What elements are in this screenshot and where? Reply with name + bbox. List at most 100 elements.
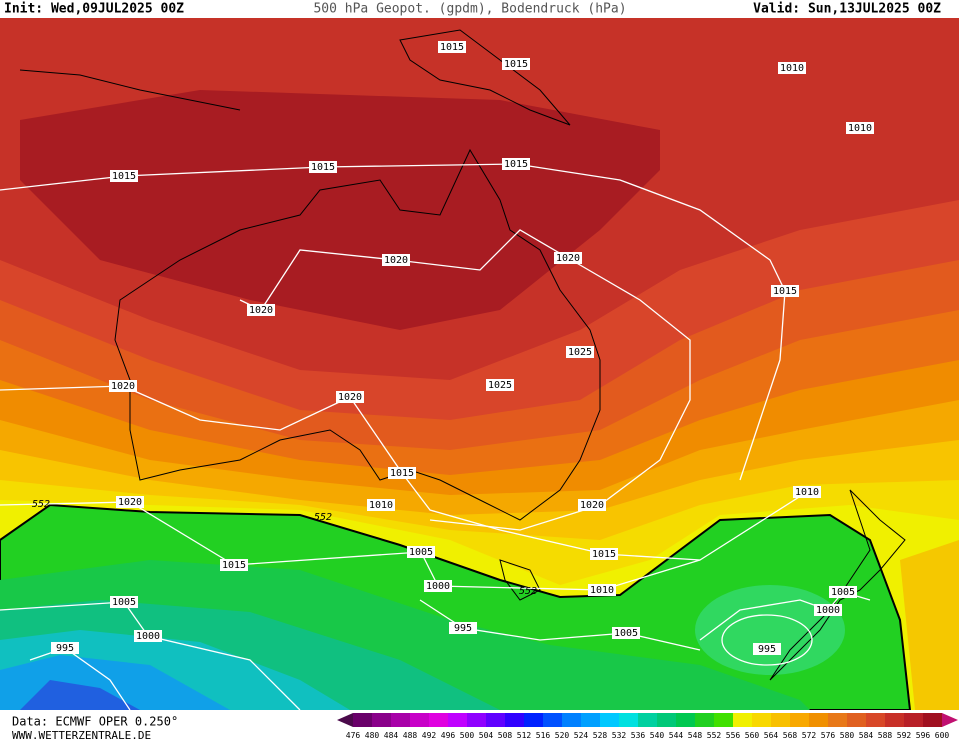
isobar-label-text: 1010 <box>590 585 614 596</box>
isobar-label-text: 1015 <box>390 468 414 479</box>
isobar-label: 1010 <box>367 499 395 511</box>
colorbar-tick-label: 592 <box>897 731 912 740</box>
isobar-label-box <box>578 499 606 511</box>
isobar-label-text: 1020 <box>338 392 362 403</box>
colorbar-tick-label: 600 <box>935 731 950 740</box>
isobar-label-text: 1015 <box>504 59 528 70</box>
isobar-label: 1020 <box>578 499 606 511</box>
isobar-label-box <box>110 596 138 608</box>
isobar-label-box <box>388 467 416 479</box>
colorbar-swatch <box>467 713 486 727</box>
colorbar-tick-label: 568 <box>783 731 798 740</box>
colorbar-swatch <box>847 713 866 727</box>
isobar-label-text: 1010 <box>780 63 804 74</box>
isobar-label-box <box>590 548 618 560</box>
isobar-label: 1020 <box>382 254 410 266</box>
isobar-label: 1010 <box>793 486 821 498</box>
colorbar-tick-label: 512 <box>517 731 532 740</box>
colorbar-tick-label: 580 <box>840 731 855 740</box>
isobar-label: 1015 <box>309 161 337 173</box>
valid-time: Valid: Sun,13JUL2025 00Z <box>753 2 941 17</box>
isobar-label-box <box>134 630 162 642</box>
colorbar-swatch <box>581 713 600 727</box>
isobar-label: 1015 <box>388 467 416 479</box>
isobar-label-text: 1010 <box>369 500 393 511</box>
colorbar-swatch <box>505 713 524 727</box>
colorbar-swatch <box>372 713 391 727</box>
colorbar-tick-label: 596 <box>916 731 931 740</box>
contour-label: 552 <box>32 499 50 510</box>
isobar-label-text: 1000 <box>426 581 450 592</box>
isobar-label-text: 1020 <box>111 381 135 392</box>
colorbar-arrow <box>337 713 353 727</box>
colorbar-swatch <box>638 713 657 727</box>
isobar-label-text: 1020 <box>118 497 142 508</box>
colorbar-swatch <box>790 713 809 727</box>
isobar-label-box <box>309 161 337 173</box>
colorbar-tick-label: 520 <box>555 731 570 740</box>
isobar-label: 1020 <box>116 496 144 508</box>
isobar-label-text: 1015 <box>440 42 464 53</box>
isobar-label-box <box>778 62 806 74</box>
colorbar-tick-label: 500 <box>460 731 475 740</box>
colorbar-tick-label: 572 <box>802 731 817 740</box>
colorbar-swatch <box>600 713 619 727</box>
colorbar-tick-label: 552 <box>707 731 722 740</box>
colorbar-tick-label: 588 <box>878 731 893 740</box>
isobar-label-box <box>220 559 248 571</box>
colorbar-swatch <box>353 713 372 727</box>
isobar-label-text: 1005 <box>112 597 136 608</box>
isobar-label-box <box>793 486 821 498</box>
header-bar <box>0 0 959 18</box>
isobar-label: 1000 <box>814 604 842 616</box>
isobar-label-box <box>438 41 466 53</box>
colorbar-swatch <box>885 713 904 727</box>
isobar-label-box <box>814 604 842 616</box>
isobar-label-box <box>247 304 275 316</box>
isobar-label-text: 1015 <box>222 560 246 571</box>
isobar-label-box <box>753 643 781 655</box>
isobar-label: 1005 <box>407 546 435 558</box>
isobar-label-text: 1020 <box>249 305 273 316</box>
isobar-label: 995 <box>51 642 79 654</box>
isobar-label-box <box>829 586 857 598</box>
isobar-label-box <box>554 252 582 264</box>
isobar-label-text: 1020 <box>384 255 408 266</box>
colorbar-swatch <box>771 713 790 727</box>
colorbar-tick-label: 532 <box>612 731 627 740</box>
colorbar-swatch <box>866 713 885 727</box>
map-title: 500 hPa Geopot. (gpdm), Bodendruck (hPa) <box>313 2 626 17</box>
isobar-label: 1010 <box>588 584 616 596</box>
colorbar-tick-label: 536 <box>631 731 646 740</box>
isobar-label-box <box>116 496 144 508</box>
colorbar-tick-label: 484 <box>384 731 399 740</box>
isobar-label-text: 1025 <box>568 347 592 358</box>
isobar-label: 1020 <box>247 304 275 316</box>
isobar-label-text: 1005 <box>614 628 638 639</box>
isobar-label: 1005 <box>110 596 138 608</box>
coastlines <box>19 29 906 681</box>
colorbar-tick-label: 504 <box>479 731 494 740</box>
colorbar-tick-label: 524 <box>574 731 589 740</box>
isobar-label-text: 1025 <box>488 380 512 391</box>
colorbar-tick-label: 564 <box>764 731 779 740</box>
isobar-label-text: 1000 <box>136 631 160 642</box>
isobar-label: 1010 <box>846 122 874 134</box>
colorbar-swatch <box>429 713 448 727</box>
isobar-label-text: 1015 <box>112 171 136 182</box>
isobar-label: 1000 <box>424 580 452 592</box>
isobar-label: 1015 <box>220 559 248 571</box>
colorbar-tick-label: 508 <box>498 731 513 740</box>
colorbar-tick-label: 540 <box>650 731 665 740</box>
isobar-label-box <box>336 391 364 403</box>
colorbar-tick-label: 496 <box>441 731 456 740</box>
colorbar-swatch <box>828 713 847 727</box>
colorbar-swatch <box>448 713 467 727</box>
isobar-label: 1025 <box>486 379 514 391</box>
isobar-label-text: 1015 <box>504 159 528 170</box>
colorbar-swatch <box>562 713 581 727</box>
colorbar-tick-label: 528 <box>593 731 608 740</box>
isobar-label-box <box>486 379 514 391</box>
